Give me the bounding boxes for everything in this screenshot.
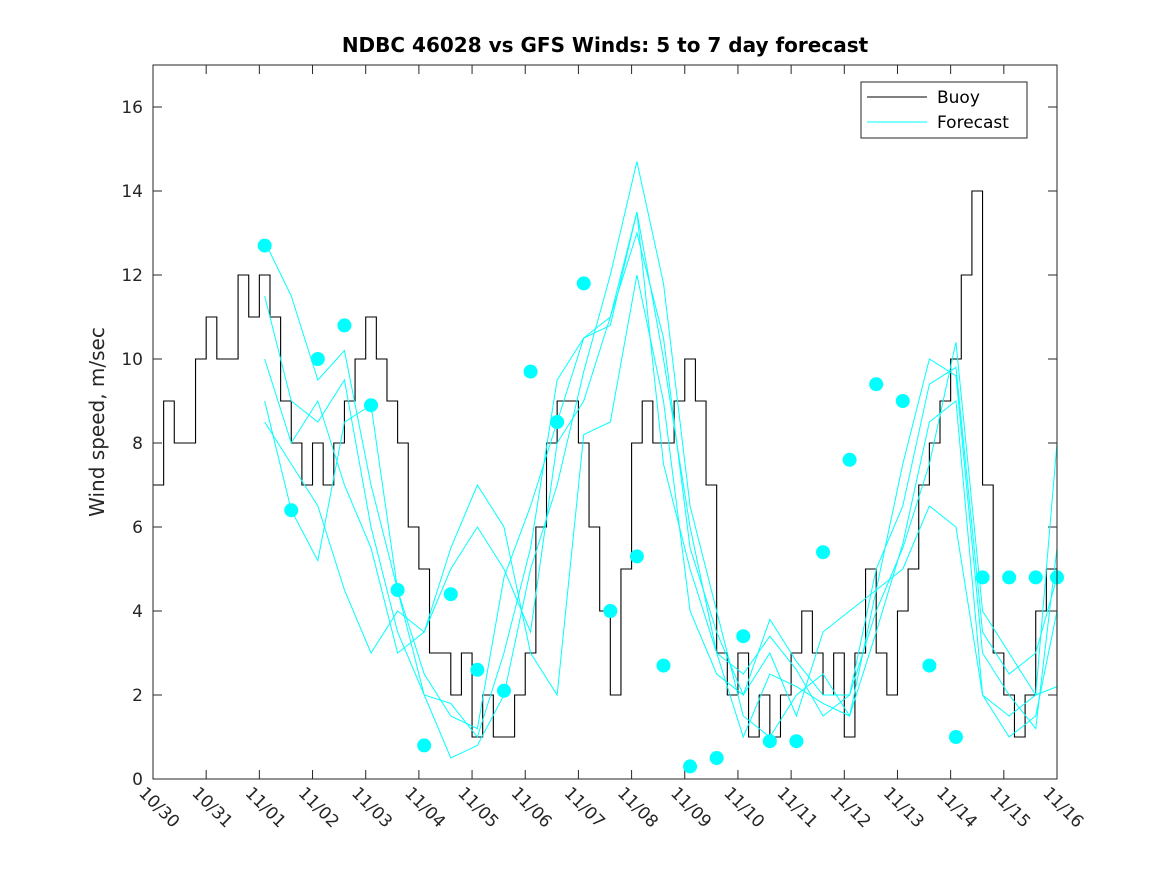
x-tick-label-4: 11/03 xyxy=(347,783,396,832)
forecast-marker-7 xyxy=(443,587,458,602)
forecast-marker-20 xyxy=(789,734,804,749)
plot-area-border xyxy=(152,64,1058,780)
legend-buoy-label: Buoy xyxy=(937,88,980,108)
forecast-marker-8 xyxy=(470,662,485,677)
forecast-marker-25 xyxy=(922,658,937,673)
y-axis-label: Wind speed, m/sec xyxy=(85,327,109,517)
x-tick-label-15: 11/14 xyxy=(932,783,981,832)
forecast-marker-14 xyxy=(629,549,644,564)
forecast-marker-21 xyxy=(816,545,831,560)
legend: Buoy Forecast xyxy=(860,81,1028,139)
forecast-marker-29 xyxy=(1028,570,1043,585)
forecast-marker-11 xyxy=(550,415,565,429)
forecast-marker-9 xyxy=(496,683,511,698)
forecast-marker-6 xyxy=(417,738,432,753)
forecast-marker-0 xyxy=(257,238,272,253)
plot-area-background xyxy=(153,65,1057,779)
forecast-marker-13 xyxy=(603,604,618,618)
x-tick-label-8: 11/07 xyxy=(560,783,609,832)
forecast-marker-2 xyxy=(310,352,325,366)
x-tick-label-9: 11/08 xyxy=(613,783,662,832)
forecast-marker-22 xyxy=(842,452,857,467)
forecast-marker-19 xyxy=(762,734,777,749)
forecast-marker-10 xyxy=(523,364,538,379)
legend-box xyxy=(860,81,1028,139)
y-tick-label-6: 12 xyxy=(121,266,143,286)
x-tick-label-12: 11/11 xyxy=(773,783,822,832)
y-tick-label-7: 14 xyxy=(121,182,143,202)
x-tick-label-17: 11/16 xyxy=(1038,783,1087,832)
x-tick-label-10: 11/09 xyxy=(666,783,715,832)
y-tick-label-0: 0 xyxy=(132,770,143,790)
x-tick-label-11: 11/10 xyxy=(719,783,768,832)
forecast-marker-15 xyxy=(656,658,671,673)
series-line-3 xyxy=(264,274,1058,718)
y-tick-labels: 0 2 4 6 8 10 12 14 16 xyxy=(121,98,143,790)
x-tick-label-0: 10/30 xyxy=(134,783,183,832)
forecast-marker-26 xyxy=(948,730,963,744)
y-tick-label-1: 2 xyxy=(132,686,143,706)
y-tick-label-8: 16 xyxy=(121,98,143,118)
forecast-marker-24 xyxy=(895,394,910,408)
chart-title: NDBC 46028 vs GFS Winds: 5 to 7 day fore… xyxy=(342,33,869,57)
series-line-5 xyxy=(264,211,1058,739)
forecast-marker-3 xyxy=(337,318,352,333)
x-tick-label-7: 11/06 xyxy=(507,783,556,832)
forecast-marker-18 xyxy=(736,629,751,644)
forecast-markers xyxy=(257,238,1064,774)
y-tick-label-4: 8 xyxy=(132,434,143,454)
x-tick-label-5: 11/04 xyxy=(400,783,449,832)
series-line-4 xyxy=(264,231,1058,697)
x-tick-labels: 10/30 10/31 11/01 11/02 11/03 11/04 11/05 11/06… xyxy=(134,783,1087,832)
y-tick-label-5: 10 xyxy=(121,350,143,370)
x-tick-label-6: 11/05 xyxy=(454,783,503,832)
forecast-marker-17 xyxy=(709,751,724,765)
x-tick-label-3: 11/02 xyxy=(294,783,343,832)
forecast-marker-1 xyxy=(284,503,299,518)
y-tick-label-2: 4 xyxy=(132,602,143,622)
x-tick-label-2: 11/01 xyxy=(241,783,290,832)
x-tick-label-1: 10/31 xyxy=(188,783,237,832)
legend-forecast-label: Forecast xyxy=(937,113,1009,133)
forecast-marker-12 xyxy=(576,276,591,291)
forecast-marker-27 xyxy=(975,570,990,585)
series-line-0 xyxy=(153,190,1058,738)
x-tick-label-13: 11/12 xyxy=(826,783,875,832)
forecast-marker-5 xyxy=(390,583,405,597)
forecast-marker-23 xyxy=(869,377,884,392)
x-tick-label-16: 11/15 xyxy=(985,783,1034,832)
forecast-marker-28 xyxy=(1002,570,1017,585)
forecast-marker-16 xyxy=(683,759,698,774)
forecast-marker-4 xyxy=(364,398,379,413)
y-tick-label-3: 6 xyxy=(132,518,143,538)
x-tick-label-14: 11/13 xyxy=(879,783,928,832)
